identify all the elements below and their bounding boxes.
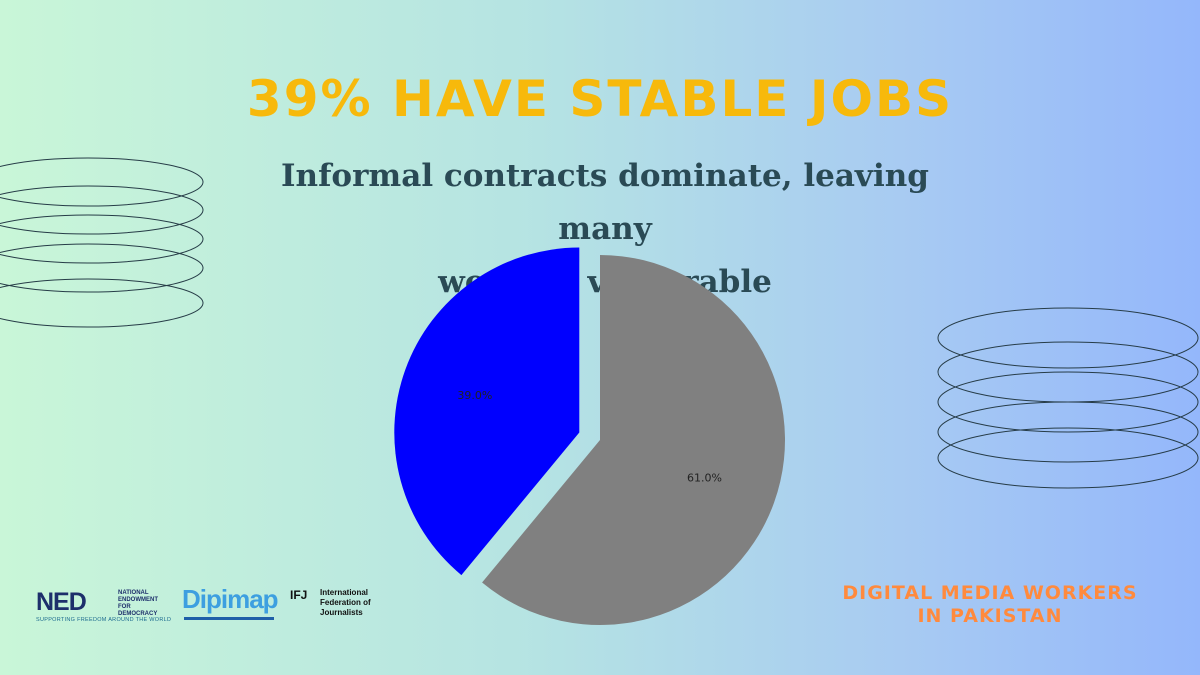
ifj-logo-mark: IFJ [290, 588, 308, 602]
ned-name-line: ENDOWMENT [118, 597, 158, 603]
project-title-line-1: DIGITAL MEDIA WORKERS [842, 582, 1138, 604]
pie-slice-label: 39.0% [457, 389, 492, 402]
dipimap-logo-mark: Dipimap [182, 584, 279, 614]
pie-slice-label: 61.0% [687, 472, 722, 485]
subtitle-line-1: Informal contracts dominate, leaving man… [281, 158, 929, 247]
project-title: DIGITAL MEDIA WORKERS IN PAKISTAN [820, 582, 1160, 628]
ned-name-line: FOR [118, 604, 131, 610]
ifj-name-line: International [320, 588, 369, 597]
ifj-name-line: Federation of [320, 598, 371, 607]
pie-slice [482, 255, 785, 625]
ned-tagline: SUPPORTING FREEDOM AROUND THE WORLD [36, 617, 172, 623]
pie-chart: 39.0% 61.0% [394, 247, 785, 625]
ifj-logo-name: International Federation of Journalists [320, 588, 371, 618]
ned-logo-mark: NED [36, 588, 87, 617]
ned-name-line: NATIONAL [118, 590, 149, 596]
ned-logo-name: NATIONAL ENDOWMENT FOR DEMOCRACY [118, 590, 158, 618]
page-title: 39% HAVE STABLE JOBS [246, 70, 954, 128]
ned-name-line: DEMOCRACY [118, 611, 158, 617]
project-title-line-2: IN PAKISTAN [917, 605, 1063, 627]
decorative-rings-left [0, 157, 204, 328]
ifj-name-line: Journalists [320, 608, 363, 617]
decorative-rings-right [937, 307, 1199, 489]
ned-logo-letters: NED [36, 588, 87, 616]
pie-slice [394, 247, 580, 576]
ifj-logo: IFJ International Federation of Journali… [290, 588, 380, 624]
dipimap-logo: Dipimap [182, 584, 282, 632]
dipimap-underline [184, 617, 274, 620]
ned-logo: NED NATIONAL ENDOWMENT FOR DEMOCRACY SUP… [36, 588, 176, 624]
